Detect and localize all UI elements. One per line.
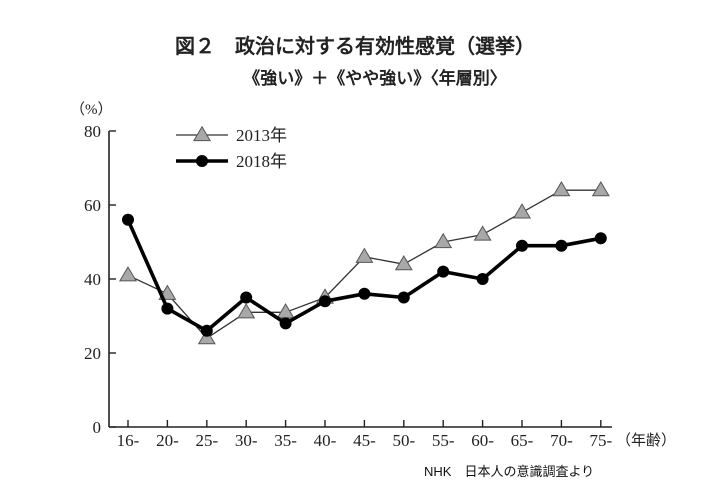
data-point-circle bbox=[437, 265, 450, 278]
x-tick-label: 75- bbox=[589, 431, 612, 450]
data-point-triangle bbox=[355, 247, 374, 263]
data-point-circle bbox=[122, 213, 134, 226]
data-point-triangle bbox=[276, 303, 295, 319]
x-tick-label: 65- bbox=[511, 431, 534, 450]
x-tick-label: 16- bbox=[117, 431, 140, 450]
x-tick-label: 30- bbox=[235, 431, 258, 450]
x-tick-label: 20- bbox=[156, 431, 179, 450]
y-axis-unit-label: （%） bbox=[70, 101, 113, 118]
data-point-circle bbox=[358, 287, 371, 300]
data-point-triangle bbox=[434, 232, 453, 249]
series-circle bbox=[122, 213, 607, 337]
y-tick-label: 40 bbox=[84, 270, 101, 289]
data-point-circle bbox=[240, 291, 253, 304]
x-tick-label: 70- bbox=[550, 431, 573, 450]
x-tick-label: 40- bbox=[314, 431, 337, 450]
x-tick-label: 50- bbox=[392, 431, 415, 450]
data-point-circle bbox=[594, 232, 607, 245]
series-line bbox=[127, 189, 601, 339]
chart-title: 図２ 政治に対する有効性感覚（選挙） bbox=[175, 34, 535, 58]
data-point-triangle bbox=[473, 225, 492, 241]
data-point-triangle bbox=[513, 203, 531, 219]
data-point-circle bbox=[397, 291, 410, 304]
x-tick-label: 35- bbox=[274, 431, 297, 450]
source-note: NHK 日本人の意識調査より bbox=[424, 464, 594, 479]
x-axis-unit-label: （年齢） bbox=[616, 432, 676, 449]
x-tick-label: 25- bbox=[195, 431, 218, 450]
data-point-triangle bbox=[552, 180, 571, 197]
legend-label: 2013年 bbox=[236, 126, 287, 145]
data-point-triangle bbox=[591, 180, 610, 197]
data-point-circle bbox=[516, 239, 528, 252]
data-point-circle bbox=[555, 239, 568, 252]
series-line bbox=[126, 219, 602, 333]
data-point-triangle bbox=[237, 303, 256, 319]
x-tick-label: 60- bbox=[471, 431, 494, 450]
x-tick-label: 55- bbox=[432, 431, 455, 450]
data-point-triangle bbox=[394, 254, 413, 271]
legend: 2013年 2018年 bbox=[176, 125, 287, 171]
y-tick-label: 60 bbox=[84, 196, 101, 215]
y-tick-label: 0 bbox=[93, 418, 102, 437]
data-point-triangle bbox=[119, 266, 137, 282]
legend-label: 2018年 bbox=[236, 152, 287, 171]
legend-marker bbox=[193, 125, 211, 142]
data-point-circle bbox=[319, 295, 331, 308]
y-tick-label: 80 bbox=[84, 122, 101, 141]
data-point-circle bbox=[279, 317, 292, 330]
x-tick-label: 45- bbox=[353, 431, 376, 450]
series-layer bbox=[119, 180, 610, 345]
series-triangle bbox=[119, 180, 610, 345]
legend-marker bbox=[196, 155, 208, 167]
chart-subtitle: 《強い》＋《やや強い》〈年層別〉 bbox=[243, 68, 507, 89]
data-point-circle bbox=[161, 302, 174, 315]
data-point-triangle bbox=[197, 328, 216, 345]
data-point-circle bbox=[476, 273, 489, 285]
chart-axes: 0 20 40 60 80 16- 20- 25- 30- 35- 40- 45- 50- 55- 60- 6… bbox=[84, 122, 612, 450]
y-tick-label: 20 bbox=[84, 344, 101, 363]
data-point-circle bbox=[200, 324, 213, 337]
